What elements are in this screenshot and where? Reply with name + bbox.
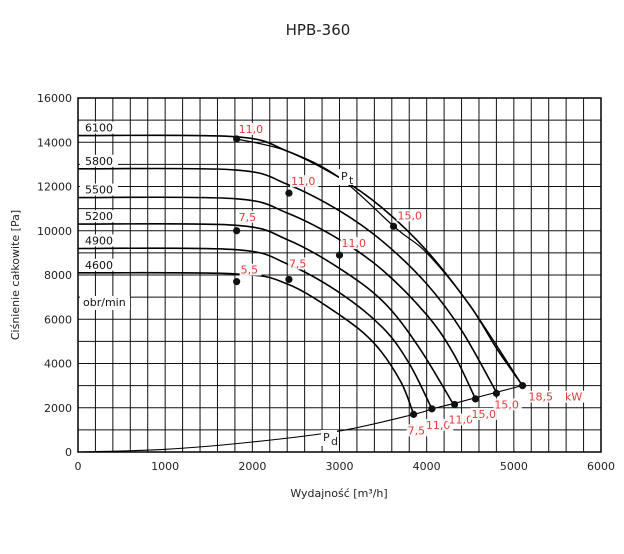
rpm-label-bg: [80, 258, 118, 271]
operating-point: [233, 135, 241, 143]
operating-point: [428, 405, 436, 413]
pt-label-bg: [339, 169, 355, 185]
rpm-label-bg: [80, 183, 118, 196]
kw-label-bg: [239, 263, 262, 276]
kw-label-bg: [470, 407, 499, 420]
x-tick-label: 5000: [500, 460, 528, 473]
rpm-label-bg: [80, 121, 118, 134]
kw-unit-label: kW: [565, 391, 582, 404]
kw-label: 18,5: [529, 391, 554, 404]
y-tick-label: 6000: [44, 313, 72, 326]
rpm-unit-label: obr/min: [83, 296, 126, 309]
y-tick-label: 14000: [37, 136, 72, 149]
fan-curve-4900: [77, 247, 433, 410]
operating-point: [285, 275, 293, 284]
x-tick-label: 6000: [587, 460, 615, 473]
pt-label-sub: t: [349, 174, 354, 187]
rpm-unit-bg: [80, 295, 130, 310]
rpm-label-4600: 4600: [85, 259, 113, 272]
pd-label: P: [323, 431, 330, 444]
kw-label: 11,0: [291, 175, 316, 188]
operating-point: [492, 389, 500, 397]
kw-label: 11,0: [239, 123, 263, 136]
kw-label-bg: [527, 390, 556, 403]
y-tick-label: 12000: [37, 181, 72, 194]
pd-label-sub: d: [331, 435, 338, 448]
x-tick-label: 4000: [413, 460, 441, 473]
y-tick-label: 2000: [44, 402, 72, 415]
kw-label: 11,0: [449, 413, 474, 426]
rpm-label-bg: [80, 154, 118, 167]
y-tick-label: 4000: [44, 358, 72, 371]
operating-point: [233, 227, 241, 235]
kw-label-bg: [493, 398, 522, 411]
operating-point: [471, 395, 480, 403]
pd-label-bg: [321, 430, 337, 446]
grid: 0 1000 2000 3000 4000 5000 6000 0 2000 4000 6000 80…: [37, 92, 615, 473]
operating-point: [450, 400, 459, 409]
markers: [233, 135, 527, 418]
kw-label: 11,0: [342, 237, 367, 250]
rpm-label-5200: 5200: [85, 210, 113, 223]
fan-curve-5500: [77, 196, 477, 400]
kw-label: 11,0: [426, 419, 451, 432]
y-tick-label: 0: [65, 446, 72, 459]
kw-label: 15,0: [494, 398, 519, 411]
fan-curve-4600: [77, 271, 415, 415]
chart-title: HPB-360: [286, 21, 351, 39]
kw-label-bg: [396, 209, 425, 222]
x-tick-label: 2000: [238, 460, 266, 473]
fan-curve-5200: [77, 222, 454, 404]
kw-label: 15,0: [398, 209, 423, 222]
rpm-label-5500: 5500: [85, 184, 113, 197]
x-axis-label: Wydajność [m³/h]: [290, 487, 387, 500]
kw-label: 15,0: [471, 408, 496, 421]
x-tick-label: 3000: [326, 460, 354, 473]
kw-label-bg: [424, 418, 454, 431]
y-tick-label: 8000: [44, 269, 72, 282]
y-axis-label: Ciśnienie całkowite [Pa]: [9, 210, 22, 340]
rpm-label-4900: 4900: [85, 234, 113, 247]
kw-label-bg: [289, 175, 319, 188]
operating-point: [389, 222, 398, 230]
operating-point: [409, 410, 418, 418]
plot-frame: [77, 97, 602, 453]
kw-label: 7,5: [239, 211, 256, 224]
kw-unit-bg: [563, 390, 585, 403]
operating-point: [518, 382, 527, 390]
rpm-label-5800: 5800: [85, 155, 113, 168]
kw-label-bg: [447, 413, 476, 426]
rpm-label-6100: 6100: [85, 122, 113, 135]
kw-label-bg: [340, 237, 369, 250]
y-tick-label: 16000: [37, 92, 72, 105]
pt-label: P: [341, 170, 348, 183]
operating-point: [335, 251, 344, 259]
kw-label: 5,5: [241, 264, 258, 277]
kw-label-bg: [287, 257, 310, 270]
fan-curve-5800: [77, 167, 498, 393]
kw-label-bg: [237, 210, 260, 223]
y-tick-label: 10000: [37, 225, 72, 238]
x-tick-label: 1000: [151, 460, 179, 473]
kw-label-bg: [406, 424, 429, 437]
operating-point: [285, 189, 293, 197]
kw-label: 7,5: [289, 257, 307, 270]
kw-label: 7,5: [408, 424, 426, 437]
rpm-label-bg: [80, 234, 118, 247]
kw-label-bg: [237, 122, 267, 135]
x-tick-label: 0: [75, 460, 82, 473]
operating-point: [233, 278, 241, 286]
rpm-label-bg: [80, 210, 118, 223]
